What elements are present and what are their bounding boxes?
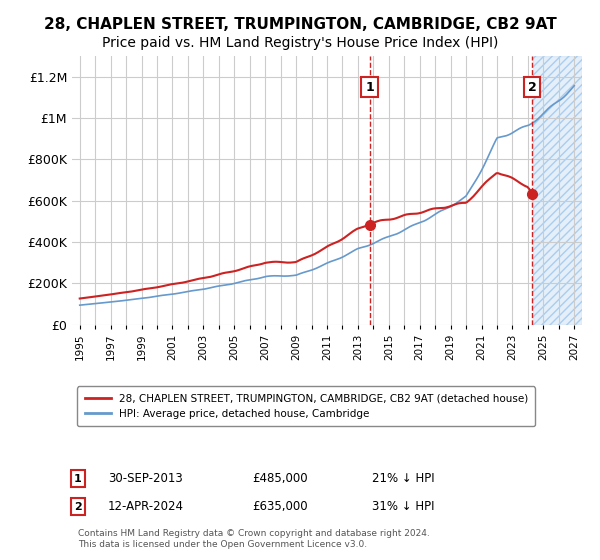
Text: Contains HM Land Registry data © Crown copyright and database right 2024.
This d: Contains HM Land Registry data © Crown c… [78,529,430,549]
Text: 1: 1 [74,474,82,484]
Text: 2: 2 [528,81,536,94]
Text: 12-APR-2024: 12-APR-2024 [108,500,184,514]
Text: 2: 2 [74,502,82,512]
Text: 1: 1 [365,81,374,94]
Text: £485,000: £485,000 [252,472,308,486]
Text: Price paid vs. HM Land Registry's House Price Index (HPI): Price paid vs. HM Land Registry's House … [102,36,498,50]
Text: 30-SEP-2013: 30-SEP-2013 [108,472,183,486]
Text: 28, CHAPLEN STREET, TRUMPINGTON, CAMBRIDGE, CB2 9AT: 28, CHAPLEN STREET, TRUMPINGTON, CAMBRID… [44,17,556,32]
Text: 21% ↓ HPI: 21% ↓ HPI [372,472,434,486]
Legend: 28, CHAPLEN STREET, TRUMPINGTON, CAMBRIDGE, CB2 9AT (detached house), HPI: Avera: 28, CHAPLEN STREET, TRUMPINGTON, CAMBRID… [77,386,535,426]
Bar [533,56,582,325]
Text: £635,000: £635,000 [252,500,308,514]
Text: 31% ↓ HPI: 31% ↓ HPI [372,500,434,514]
Bar [533,56,582,325]
